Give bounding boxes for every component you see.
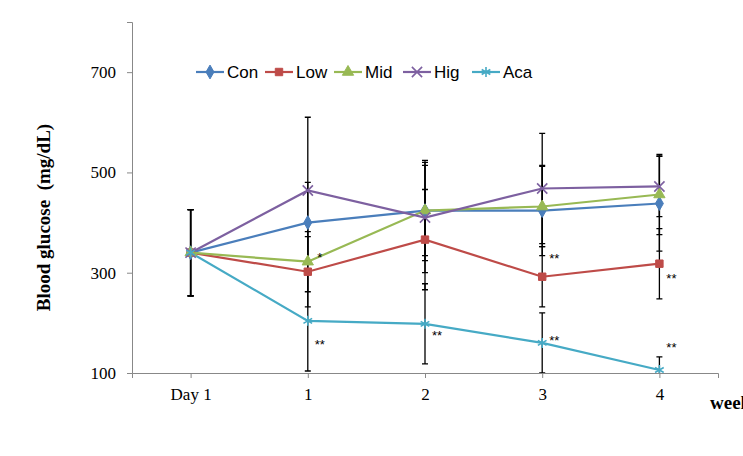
legend-marker: [342, 65, 353, 75]
legend-label: Aca: [503, 63, 533, 82]
y-tick: 500: [91, 163, 133, 182]
series-marker: [655, 197, 663, 211]
legend-label: Con: [227, 63, 258, 82]
legend-item: Con: [196, 63, 258, 82]
x-tick-mark: [308, 373, 309, 378]
legend-item: Aca: [472, 63, 533, 82]
error-bars: [188, 117, 663, 296]
series-marker: [538, 338, 547, 348]
y-tick-label: 700: [91, 63, 117, 82]
x-tick: Day 1: [171, 373, 212, 404]
annotation: *: [317, 250, 322, 265]
series-line: [191, 194, 660, 261]
series-line: [191, 253, 660, 370]
legend-item: Mid: [334, 63, 392, 82]
legend-item: Hig: [403, 63, 460, 82]
annotation: **: [666, 340, 676, 355]
annotation: **: [315, 337, 325, 352]
y-tick-mark: [127, 172, 132, 173]
series-marker: [538, 273, 545, 280]
y-axis-title: Blood glucose (mg/dL): [33, 124, 55, 311]
series-marker: [421, 319, 430, 329]
series-marker: [186, 248, 195, 258]
x-tick-mark: [425, 373, 426, 378]
series-marker: [303, 185, 313, 195]
x-axis-line: [133, 374, 719, 379]
x-tick: 3: [538, 373, 547, 404]
y-tick-label: 300: [91, 264, 117, 283]
x-tick-mark: [542, 373, 543, 378]
series-marker: [304, 216, 312, 230]
y-tick: 300: [91, 264, 133, 283]
x-tick-label: 4: [656, 385, 665, 404]
y-tick-label: 100: [91, 364, 117, 383]
x-tick-mark: [659, 373, 660, 378]
y-axis: 100 300 500 700: [91, 23, 133, 383]
y-tick-label: 500: [91, 163, 117, 182]
series-marker: [304, 268, 311, 275]
series-marker: [656, 260, 663, 267]
error-bar: [539, 247, 545, 307]
x-tick-label: 3: [538, 385, 547, 404]
y-tick-mark: [127, 72, 132, 73]
series-marker: [302, 255, 313, 265]
legend-marker: [275, 68, 282, 75]
series-marker: [654, 181, 664, 191]
legend: Con Low Mid Hig Aca: [196, 63, 533, 82]
annotation: **: [666, 271, 676, 286]
x-axis-title: week: [710, 392, 743, 413]
series-marker: [537, 183, 547, 193]
legend-marker: [206, 65, 214, 79]
series-line: [191, 204, 660, 253]
legend-label: Low: [296, 63, 328, 82]
x-tick: 2: [421, 373, 430, 404]
x-tick: 1: [304, 373, 313, 404]
error-bars: [188, 156, 663, 296]
plot-area: [185, 117, 665, 373]
y-tick: 700: [91, 63, 133, 82]
series-marker: [655, 365, 664, 373]
x-tick-label: 2: [421, 385, 430, 404]
legend-label: Hig: [434, 63, 460, 82]
error-bars: [188, 154, 663, 295]
x-axis: Day 1 1 2 3 4: [133, 373, 719, 404]
y-tick-mark: [127, 273, 132, 274]
legend-label: Mid: [365, 63, 392, 82]
x-tick-label: 1: [304, 385, 313, 404]
chart: 100 300 500 700 Day 1 1 2 3 4 week Blood glucose (…: [0, 0, 743, 456]
x-tick-mark: [191, 373, 192, 378]
legend-marker: [482, 67, 491, 77]
series-marker: [420, 212, 430, 222]
annotation: **: [549, 251, 559, 266]
series-marker: [421, 236, 428, 243]
series-marker: [537, 200, 548, 210]
series-line: [191, 186, 660, 252]
series-marker: [419, 204, 430, 214]
annotation: **: [432, 328, 442, 343]
y-tick: 100: [91, 364, 133, 383]
x-tick-label: Day 1: [171, 385, 212, 404]
series-marker: [303, 316, 312, 326]
legend-item: Low: [265, 63, 328, 82]
annotation: **: [549, 333, 559, 348]
y-axis-line: [127, 23, 133, 374]
y-tick-mark: [127, 373, 132, 374]
error-bar: [656, 229, 662, 299]
legend-marker: [412, 67, 422, 77]
x-tick: 4: [656, 373, 665, 404]
series-marker: [185, 248, 195, 258]
